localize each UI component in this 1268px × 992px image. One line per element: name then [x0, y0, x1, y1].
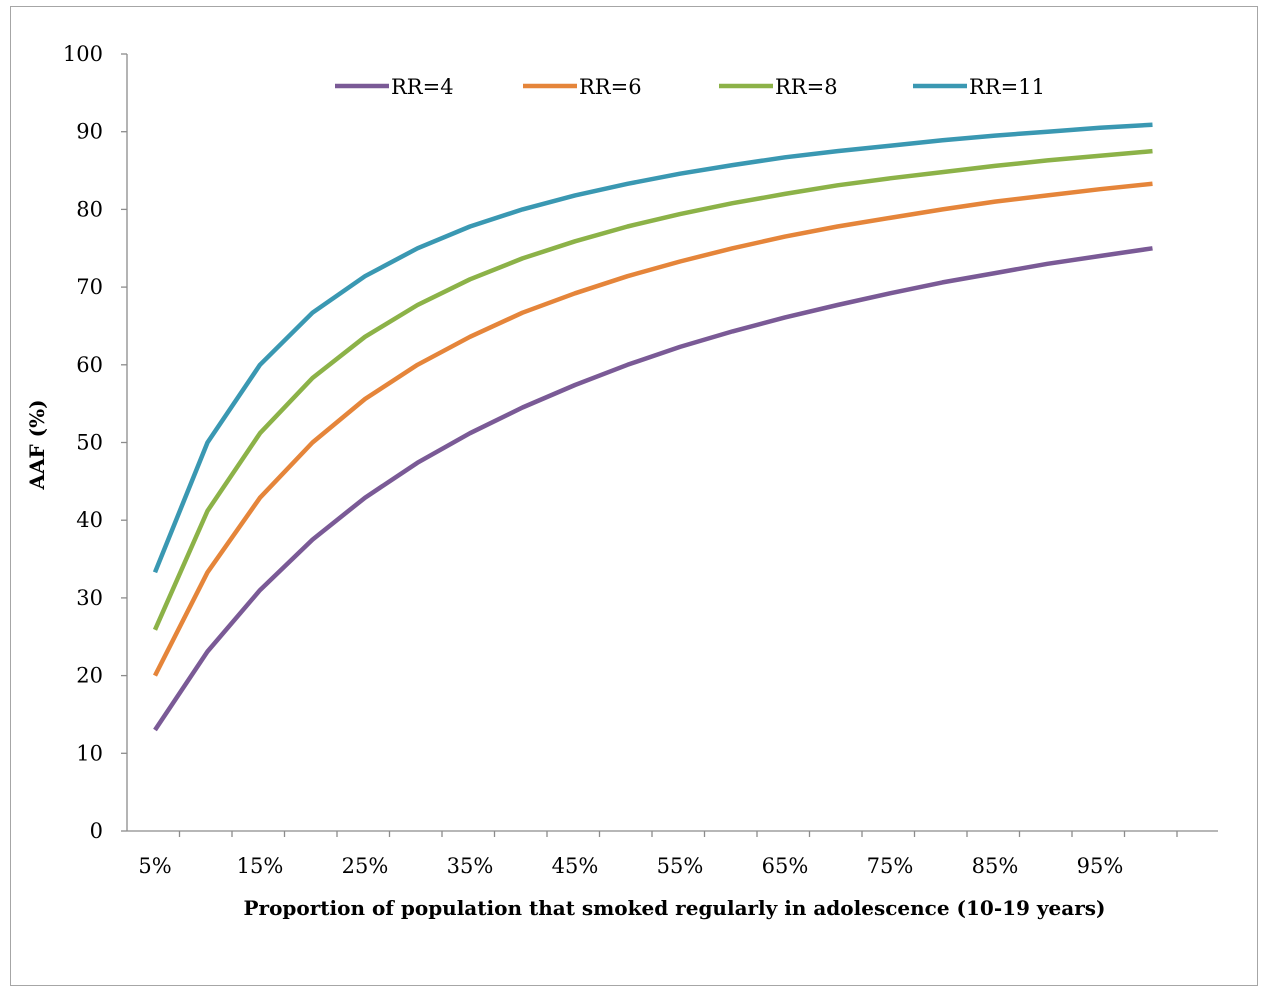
- series-line-rr-4: [153, 246, 1153, 732]
- legend-label: RR=6: [579, 75, 642, 99]
- y-axis-title: AAF (%): [25, 399, 49, 490]
- series-lines: [152, 122, 1153, 732]
- y-tick-label: 60: [76, 353, 103, 377]
- y-axis: 0 10 20 30 40 50 60 70 80 90 100: [63, 42, 128, 843]
- series-line-rr-6: [152, 181, 1153, 677]
- y-tick-label: 100: [63, 42, 103, 66]
- x-tick-label: 45%: [552, 854, 599, 878]
- x-tick-label: 35%: [447, 854, 494, 878]
- x-tick-label: 75%: [867, 854, 914, 878]
- legend-label: RR=11: [969, 75, 1045, 99]
- x-axis-title: Proportion of population that smoked reg…: [244, 896, 1106, 920]
- x-tick-label: 55%: [657, 854, 704, 878]
- x-tick-label: 5%: [138, 854, 171, 878]
- x-tick-label: 65%: [762, 854, 809, 878]
- y-tick-label: 0: [90, 819, 103, 843]
- legend: RR=4 RR=6 RR=8 RR=11: [335, 75, 1045, 99]
- y-tick-label: 10: [76, 741, 103, 765]
- x-tick-label: 15%: [237, 854, 284, 878]
- y-tick-label: 40: [76, 508, 103, 532]
- x-tick-label: 25%: [342, 854, 389, 878]
- x-axis: 5% 15% 25% 35% 45% 55% 65% 75% 85% 95%: [127, 830, 1218, 878]
- series-line-rr-8: [152, 148, 1153, 631]
- y-tick-label: 30: [76, 586, 103, 610]
- y-tick-label: 90: [76, 120, 103, 144]
- legend-label: RR=8: [775, 75, 838, 99]
- y-tick-label: 20: [76, 664, 103, 688]
- series-line-rr-11: [152, 122, 1153, 574]
- y-tick-label: 80: [76, 197, 103, 221]
- y-tick-label: 70: [76, 275, 103, 299]
- x-tick-label: 95%: [1077, 854, 1124, 878]
- legend-label: RR=4: [391, 75, 454, 99]
- x-tick-label: 85%: [972, 854, 1019, 878]
- y-tick-label: 50: [76, 431, 103, 455]
